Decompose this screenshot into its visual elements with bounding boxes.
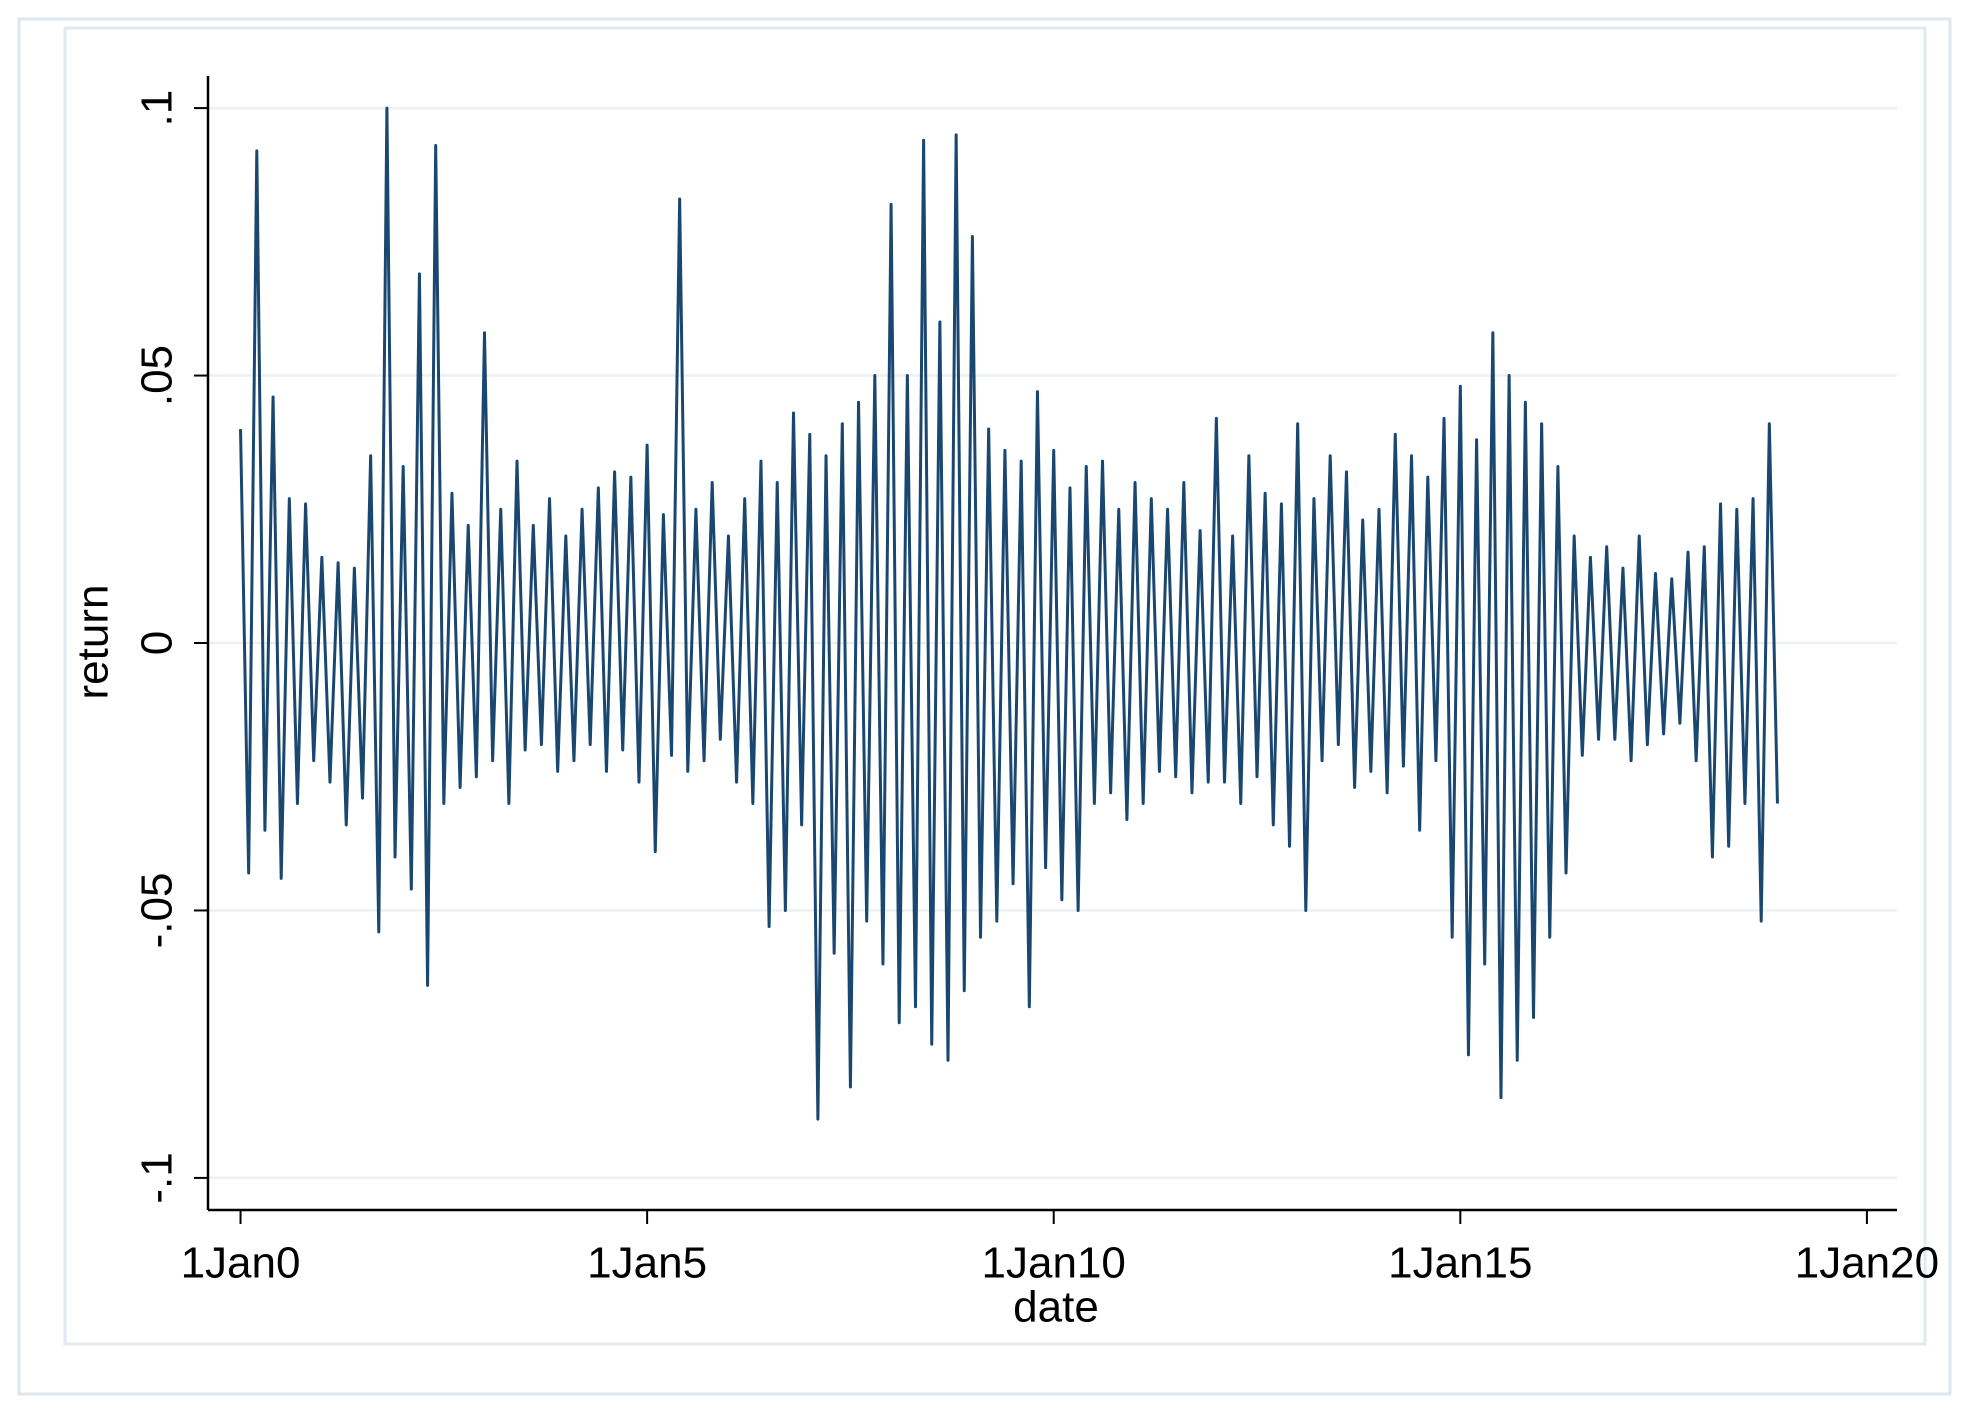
x-tick-label: 1Jan10 <box>982 1239 1126 1288</box>
y-tick-label: 0 <box>133 631 182 655</box>
series-line <box>239 106 1779 1121</box>
x-tick-label: 1Jan5 <box>587 1239 707 1288</box>
y-tick-label: -.1 <box>133 1152 182 1203</box>
y-tick-label: .05 <box>133 345 182 406</box>
y-axis-title: return <box>69 585 118 700</box>
x-axis-title: date <box>1013 1283 1099 1332</box>
x-tick-label: 1Jan20 <box>1795 1239 1939 1288</box>
x-tick-label: 1Jan0 <box>181 1239 301 1288</box>
y-tick-label: .1 <box>133 90 182 127</box>
y-tick-label: -.05 <box>133 873 182 949</box>
x-tick-label: 1Jan15 <box>1388 1239 1532 1288</box>
